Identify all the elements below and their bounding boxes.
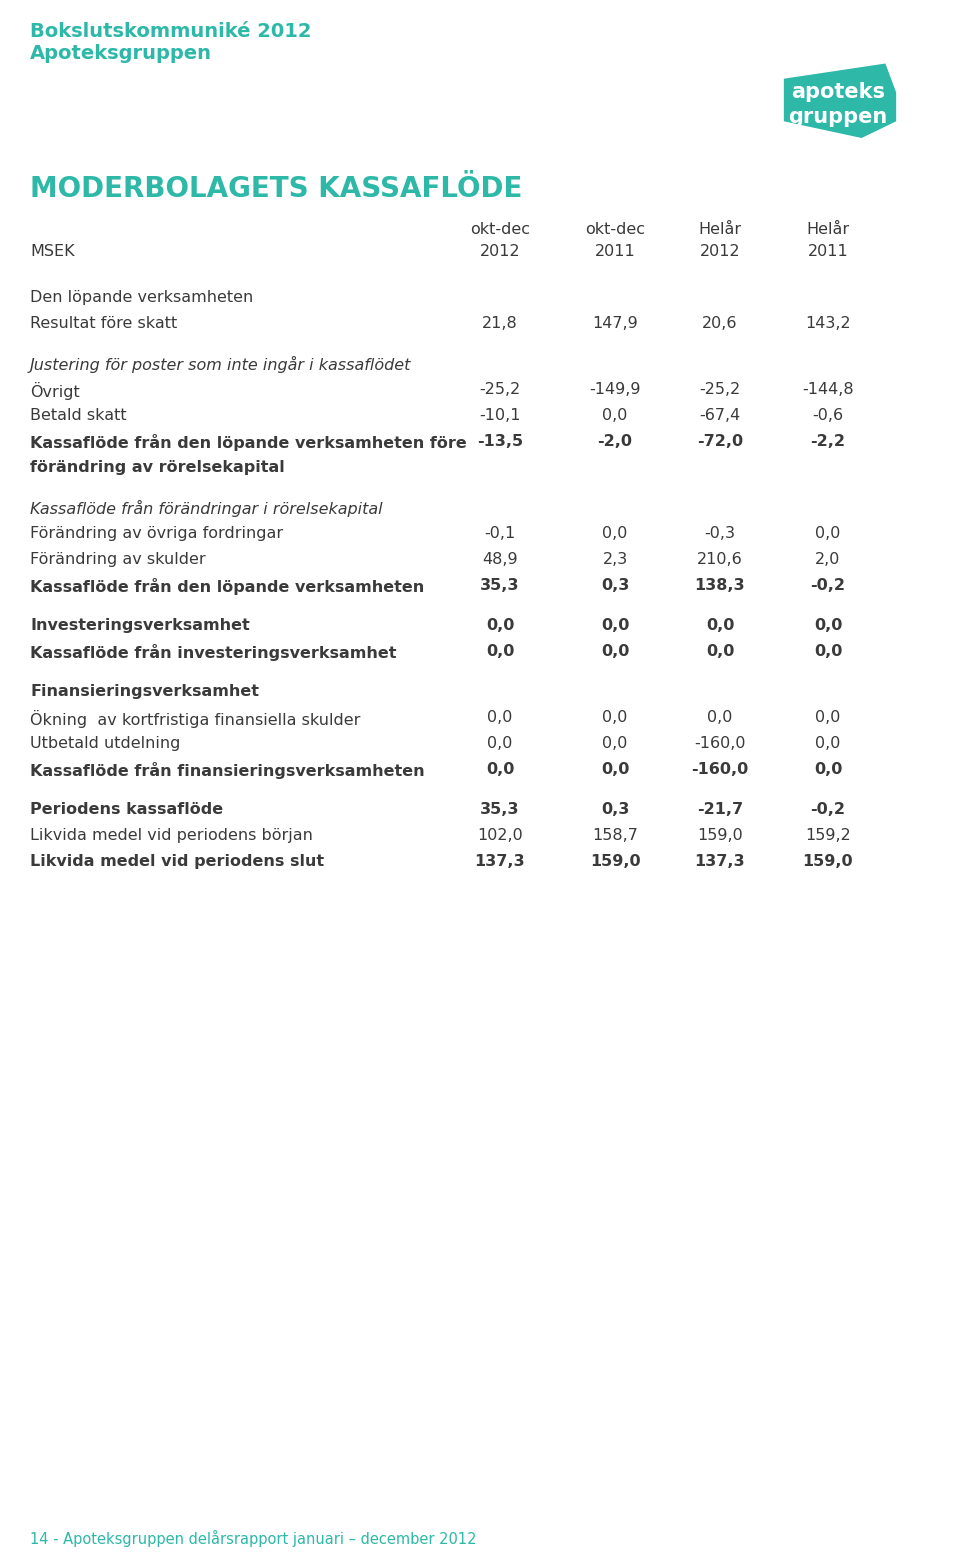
- Text: 0,0: 0,0: [814, 618, 842, 632]
- Text: -2,0: -2,0: [597, 434, 633, 449]
- Text: 0,0: 0,0: [602, 710, 628, 726]
- Text: 0,0: 0,0: [486, 618, 515, 632]
- Text: okt-dec: okt-dec: [470, 222, 530, 238]
- Text: Periodens kassaflöde: Periodens kassaflöde: [30, 802, 223, 817]
- Text: 137,3: 137,3: [474, 855, 525, 869]
- Text: 159,0: 159,0: [803, 855, 853, 869]
- Text: -2,2: -2,2: [810, 434, 846, 449]
- Text: 158,7: 158,7: [592, 828, 638, 842]
- Text: 147,9: 147,9: [592, 315, 637, 331]
- Text: -13,5: -13,5: [477, 434, 523, 449]
- Text: Apoteksgruppen: Apoteksgruppen: [30, 44, 212, 64]
- Text: 0,0: 0,0: [601, 643, 629, 659]
- Text: 0,0: 0,0: [706, 643, 734, 659]
- Text: Utbetald utdelning: Utbetald utdelning: [30, 737, 180, 751]
- Text: 0,0: 0,0: [486, 761, 515, 777]
- Text: -72,0: -72,0: [697, 434, 743, 449]
- Text: 2012: 2012: [700, 244, 740, 260]
- Text: 0,0: 0,0: [488, 737, 513, 751]
- Text: 137,3: 137,3: [695, 855, 745, 869]
- Text: Förändring av skulder: Förändring av skulder: [30, 552, 205, 567]
- Text: Investeringsverksamhet: Investeringsverksamhet: [30, 618, 250, 632]
- Text: 159,0: 159,0: [589, 855, 640, 869]
- Text: -21,7: -21,7: [697, 802, 743, 817]
- Polygon shape: [783, 64, 897, 138]
- Text: 0,0: 0,0: [602, 409, 628, 423]
- Text: Kassaflöde från den löpande verksamheten före: Kassaflöde från den löpande verksamheten…: [30, 434, 467, 451]
- Text: 14 - Apoteksgruppen delårsrapport januari – december 2012: 14 - Apoteksgruppen delårsrapport januar…: [30, 1531, 476, 1548]
- Text: 21,8: 21,8: [482, 315, 517, 331]
- Text: 0,0: 0,0: [708, 710, 732, 726]
- Text: okt-dec: okt-dec: [585, 222, 645, 238]
- Text: 210,6: 210,6: [697, 552, 743, 567]
- Text: 0,0: 0,0: [602, 525, 628, 541]
- Text: Resultat före skatt: Resultat före skatt: [30, 315, 178, 331]
- Text: -0,6: -0,6: [812, 409, 844, 423]
- Text: 2012: 2012: [480, 244, 520, 260]
- Text: Justering för poster som inte ingår i kassaflödet: Justering för poster som inte ingår i ka…: [30, 356, 412, 373]
- Text: 138,3: 138,3: [695, 578, 745, 594]
- Text: Finansieringsverksamhet: Finansieringsverksamhet: [30, 684, 259, 699]
- Text: -0,1: -0,1: [485, 525, 516, 541]
- Text: 0,0: 0,0: [815, 525, 841, 541]
- Text: 35,3: 35,3: [480, 802, 519, 817]
- Text: 48,9: 48,9: [482, 552, 517, 567]
- Text: Likvida medel vid periodens slut: Likvida medel vid periodens slut: [30, 855, 324, 869]
- Text: 0,3: 0,3: [601, 578, 629, 594]
- Text: 143,2: 143,2: [805, 315, 851, 331]
- Text: förändring av rörelsekapital: förändring av rörelsekapital: [30, 460, 285, 476]
- Text: -0,2: -0,2: [810, 578, 846, 594]
- Text: 102,0: 102,0: [477, 828, 523, 842]
- Text: Kassaflöde från investeringsverksamhet: Kassaflöde från investeringsverksamhet: [30, 643, 396, 660]
- Text: Kassaflöde från förändringar i rörelsekapital: Kassaflöde från förändringar i rörelseka…: [30, 500, 383, 517]
- Text: -10,1: -10,1: [479, 409, 520, 423]
- Text: -149,9: -149,9: [589, 382, 640, 396]
- Text: 0,0: 0,0: [601, 761, 629, 777]
- Text: 2011: 2011: [807, 244, 849, 260]
- Text: gruppen: gruppen: [788, 107, 888, 127]
- Text: 35,3: 35,3: [480, 578, 519, 594]
- Text: 0,0: 0,0: [815, 710, 841, 726]
- Text: -25,2: -25,2: [479, 382, 520, 396]
- Text: Betald skatt: Betald skatt: [30, 409, 127, 423]
- Text: Ökning  av kortfristiga finansiella skulder: Ökning av kortfristiga finansiella skuld…: [30, 710, 360, 727]
- Text: Likvida medel vid periodens början: Likvida medel vid periodens början: [30, 828, 313, 842]
- Text: MODERBOLAGETS KASSAFLÖDE: MODERBOLAGETS KASSAFLÖDE: [30, 176, 522, 204]
- Text: 2011: 2011: [594, 244, 636, 260]
- Text: 0,0: 0,0: [814, 643, 842, 659]
- Text: 0,3: 0,3: [601, 802, 629, 817]
- Text: 0,0: 0,0: [815, 737, 841, 751]
- Text: -0,3: -0,3: [705, 525, 735, 541]
- Text: Helår: Helår: [806, 222, 850, 238]
- Text: 2,0: 2,0: [815, 552, 841, 567]
- Text: -0,2: -0,2: [810, 802, 846, 817]
- Text: -160,0: -160,0: [691, 761, 749, 777]
- Text: Helår: Helår: [699, 222, 741, 238]
- Text: 159,2: 159,2: [805, 828, 851, 842]
- Text: -160,0: -160,0: [694, 737, 746, 751]
- Text: -144,8: -144,8: [803, 382, 853, 396]
- Text: 20,6: 20,6: [703, 315, 737, 331]
- Text: Den löpande verksamheten: Den löpande verksamheten: [30, 291, 253, 305]
- Text: 0,0: 0,0: [814, 761, 842, 777]
- Text: Förändring av övriga fordringar: Förändring av övriga fordringar: [30, 525, 283, 541]
- Text: apoteks: apoteks: [791, 82, 885, 103]
- Text: -25,2: -25,2: [700, 382, 740, 396]
- Text: -67,4: -67,4: [700, 409, 740, 423]
- Text: Kassaflöde från finansieringsverksamheten: Kassaflöde från finansieringsverksamhete…: [30, 761, 424, 779]
- Text: 0,0: 0,0: [486, 643, 515, 659]
- Text: 0,0: 0,0: [601, 618, 629, 632]
- Text: Övrigt: Övrigt: [30, 382, 80, 399]
- Text: Kassaflöde från den löpande verksamheten: Kassaflöde från den löpande verksamheten: [30, 578, 424, 595]
- Text: 0,0: 0,0: [602, 737, 628, 751]
- Text: 159,0: 159,0: [697, 828, 743, 842]
- Text: Bokslutskommuniké 2012: Bokslutskommuniké 2012: [30, 22, 311, 40]
- Text: 2,3: 2,3: [602, 552, 628, 567]
- Text: 0,0: 0,0: [488, 710, 513, 726]
- Text: MSEK: MSEK: [30, 244, 75, 260]
- Text: 0,0: 0,0: [706, 618, 734, 632]
